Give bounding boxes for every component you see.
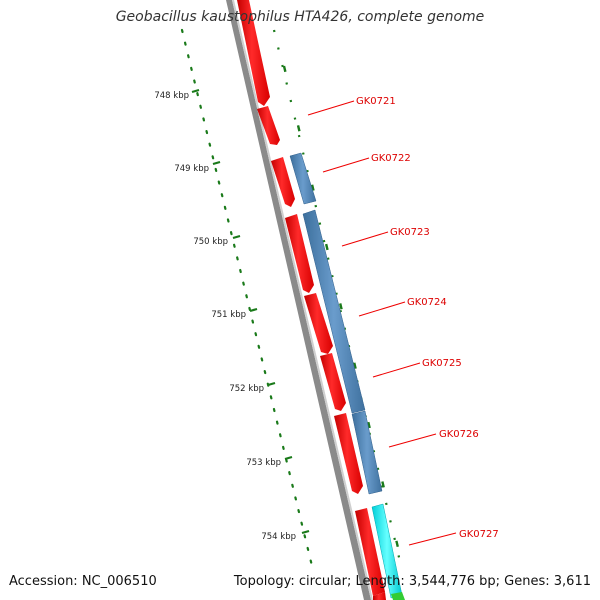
feature-blue-3[interactable]	[351, 410, 383, 495]
feature-green[interactable]	[391, 592, 405, 600]
scale-dots-left	[180, 28, 315, 572]
scale-dots-right	[272, 29, 406, 574]
gene-label[interactable]: GK0727	[459, 529, 499, 540]
gene-arrow[interactable]	[373, 592, 386, 600]
scale-labels: 748 kbp 749 kbp 750 kbp 751 kbp 752 kbp …	[154, 91, 296, 542]
gene-arrow[interactable]	[271, 157, 295, 207]
gene-arrow[interactable]	[355, 508, 385, 596]
gene-arrow[interactable]	[334, 413, 363, 494]
gene-arrow[interactable]	[237, 0, 270, 106]
tick-label: 750 kbp	[193, 237, 228, 247]
gene-arrow[interactable]	[304, 293, 333, 354]
tick-label: 749 kbp	[174, 164, 209, 174]
scale-major-ticks	[191, 88, 310, 535]
gene-arrow[interactable]	[320, 353, 346, 411]
genome-backbone	[226, 0, 373, 600]
gene-arrow[interactable]	[285, 214, 314, 293]
gene-label[interactable]: GK0726	[439, 429, 479, 440]
gene-label[interactable]: GK0721	[356, 96, 396, 107]
gene-label[interactable]: GK0724	[407, 297, 447, 308]
gene-arrow[interactable]	[257, 106, 280, 145]
feature-track-blue	[289, 152, 383, 495]
tick-label: 753 kbp	[246, 458, 281, 468]
genome-summary: Topology: circular; Length: 3,544,776 bp…	[233, 574, 591, 589]
gene-label[interactable]: GK0722	[371, 153, 411, 164]
feature-track-red	[237, 0, 386, 600]
map-title: Geobacillus kaustophilus HTA426, complet…	[115, 9, 485, 25]
accession-text: Accession: NC_006510	[9, 574, 157, 589]
feature-blue-1[interactable]	[289, 152, 317, 205]
feature-blue-2[interactable]	[302, 209, 366, 414]
tick-label: 751 kbp	[211, 310, 246, 320]
tick-label: 754 kbp	[261, 532, 296, 542]
gene-label[interactable]: GK0723	[390, 227, 430, 238]
gene-leaders	[307, 100, 457, 546]
feature-track-misc	[371, 503, 405, 600]
gene-label[interactable]: GK0725	[422, 358, 462, 369]
gene-labels: GK0721 GK0722 GK0723 GK0724 GK0725 GK072…	[356, 96, 499, 540]
tick-label: 752 kbp	[229, 384, 264, 394]
tick-label: 748 kbp	[154, 91, 189, 101]
